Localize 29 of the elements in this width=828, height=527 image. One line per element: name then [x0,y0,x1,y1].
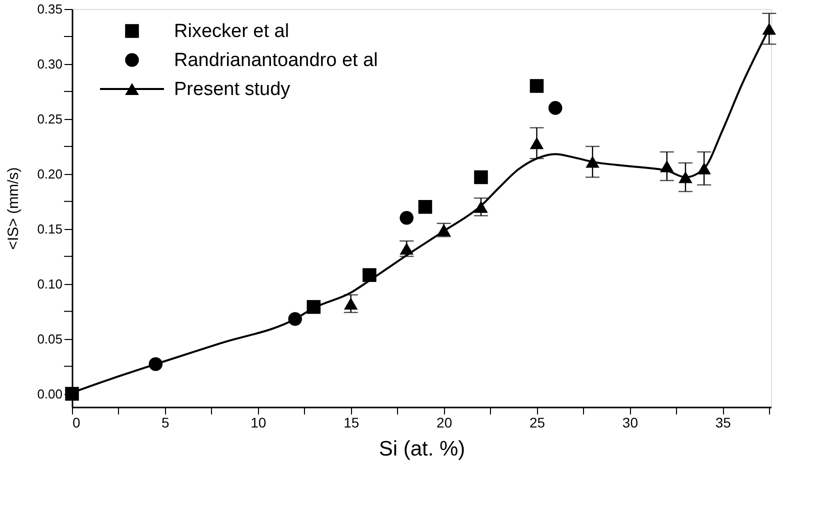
point [530,137,544,150]
x-tick-label: 10 [250,414,266,430]
x-tick-label: 30 [622,414,638,430]
point [474,170,488,184]
y-tick-label: 0.30 [37,56,62,72]
point [548,101,562,115]
y-tick-label: 0.25 [37,111,62,126]
x-axis-title: Si (at. %) [378,438,466,460]
x-tick-label: 0 [72,414,80,430]
point [362,268,376,282]
x-tick-label: 20 [436,414,452,430]
y-axis-title: <IS> (mm/s) [5,167,22,250]
y-tick-label: 0.20 [37,166,62,182]
point [530,79,544,93]
point [418,200,432,214]
x-tick-label: 25 [529,414,546,430]
x-tick-label: 15 [344,414,360,430]
point [344,298,358,310]
point [400,211,414,225]
y-tick-label: 0.15 [37,221,62,236]
legend-label: Randrianantoandro et al [174,50,378,71]
legend-label: Present study [174,79,291,100]
y-tick-label: 0.05 [37,331,62,346]
legend-label: Rixecker et al [174,21,290,42]
y-tick-label: 0.35 [37,2,62,16]
y-tick-label: 0.00 [37,386,62,402]
x-tick-label: 35 [715,414,732,430]
y-tick-label: 0.10 [37,276,62,292]
x-tick-label: 5 [162,414,170,430]
